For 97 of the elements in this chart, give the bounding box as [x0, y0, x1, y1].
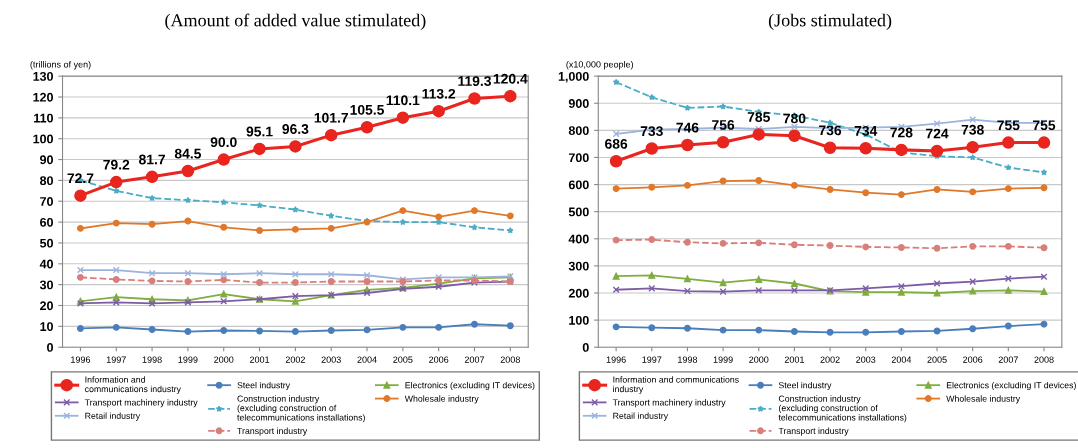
y-tick-label: 100	[33, 134, 53, 144]
data-label: 755	[997, 120, 1020, 131]
y-tick-label: 900	[568, 99, 589, 108]
legend-label: Construction industry (excluding construction of telecommunications installations)	[778, 395, 907, 423]
y-tick-label: 400	[568, 234, 589, 244]
data-label: 785	[747, 112, 770, 122]
x-tick-label: 2002	[820, 356, 840, 363]
data-label: 733	[640, 126, 663, 137]
x-tick-label: 1997	[642, 356, 662, 363]
y-tick-label: 700	[568, 153, 589, 163]
x-tick-label: 2005	[393, 356, 413, 363]
data-label: 756	[712, 119, 735, 130]
y-tick-label: 1,000	[558, 71, 589, 83]
y-tick-label: 300	[568, 261, 589, 271]
x-tick-label: 2005	[927, 356, 947, 363]
data-label: 90.0	[210, 137, 237, 148]
x-tick-label: 2006	[963, 356, 983, 363]
data-label: 755	[1033, 120, 1056, 131]
data-label: 81.7	[139, 154, 165, 165]
data-label: 738	[961, 124, 984, 135]
legend-label: Electronics (excluding IT devices)	[946, 381, 1076, 391]
y-tick-label: 100	[569, 315, 589, 325]
y-tick-label: 50	[39, 238, 53, 248]
data-label: 728	[890, 127, 913, 138]
data-label: 119.3	[458, 76, 491, 87]
data-label: 724	[926, 128, 949, 139]
y-tick-label: 20	[40, 301, 53, 311]
legend-label: Information and communications industry	[85, 376, 181, 394]
data-label: 72.7	[67, 173, 94, 184]
x-tick-label: 2000	[749, 356, 769, 363]
x-tick-label: 2001	[784, 356, 805, 363]
legend-label: Wholesale industry	[946, 395, 1021, 404]
legend-label: Transport industry	[237, 427, 308, 436]
data-label: 79.2	[103, 159, 130, 170]
x-tick-label: 2002	[285, 356, 305, 363]
y-tick-label: 200	[568, 288, 589, 298]
data-label: 734	[854, 125, 878, 136]
chart-title: (Jobs stimulated)	[768, 13, 892, 31]
y-tick-label: 40	[39, 259, 53, 269]
y-tick-label: 800	[568, 126, 589, 136]
x-tick-label: 2001	[249, 356, 270, 363]
legend-label: Transport machinery industry	[612, 399, 726, 408]
data-label: 120.4	[493, 73, 528, 84]
x-tick-label: 1996	[606, 356, 626, 363]
legend-label: Electronics (excluding IT devices)	[405, 381, 535, 391]
legend-label: Construction industry (excluding construction of telecommunications installations)	[237, 395, 365, 423]
x-tick-label: 2000	[214, 356, 234, 363]
x-tick-label: 1998	[142, 356, 162, 363]
x-tick-label: 2004	[891, 356, 912, 363]
x-tick-label: 2003	[321, 356, 341, 363]
y-tick-label: 60	[40, 217, 53, 227]
x-tick-label: 2007	[998, 356, 1018, 363]
x-tick-label: 2006	[429, 356, 449, 363]
y-tick-label: 600	[568, 180, 589, 190]
y-tick-label: 120	[33, 92, 53, 102]
legend-label: Retail industry	[85, 412, 141, 421]
y-tick-label: 110	[34, 113, 53, 123]
data-label: 84.5	[174, 148, 202, 159]
legend-label: Steel industry	[237, 381, 291, 391]
y-tick-label: 0	[582, 343, 589, 352]
data-label: 96.3	[282, 124, 309, 134]
legend-label: Retail industry	[613, 412, 669, 421]
data-label: 105.5	[350, 104, 385, 115]
x-tick-label: 1996	[71, 356, 91, 363]
y-tick-label: 130	[33, 71, 53, 81]
data-label: 746	[676, 122, 699, 133]
y-axis-title: (x10,000 people)	[566, 60, 634, 70]
data-label: 95.1	[246, 126, 273, 137]
x-tick-label: 2008	[500, 356, 520, 363]
y-tick-label: 10	[40, 322, 53, 331]
y-axis-title: (trillions of yen)	[30, 60, 91, 70]
chart-title: (Amount of added value stimulated)	[165, 13, 426, 31]
y-tick-label: 80	[39, 176, 53, 186]
x-tick-label: 1999	[713, 356, 733, 363]
y-tick-label: 70	[40, 197, 53, 206]
data-label: 736	[819, 125, 842, 136]
data-label: 686	[605, 138, 628, 149]
legend-label: Information and communications industry	[613, 376, 739, 394]
data-label: 110.1	[386, 95, 420, 106]
data-label: 113.2	[422, 88, 456, 99]
legend-label: Transport machinery industry	[84, 399, 198, 408]
x-tick-label: 1999	[178, 356, 198, 363]
x-tick-label: 1998	[678, 356, 698, 363]
legend-label: Steel industry	[778, 381, 832, 391]
legend-label: Wholesale industry	[404, 395, 479, 404]
x-tick-label: 2003	[856, 356, 876, 363]
x-tick-label: 2007	[464, 356, 485, 363]
y-tick-label: 90	[40, 155, 53, 165]
legend-label: Transport industry	[778, 427, 849, 436]
data-label: 101.7	[314, 112, 348, 123]
x-tick-label: 2004	[357, 356, 377, 363]
data-label: 780	[783, 113, 806, 124]
y-tick-label: 30	[39, 280, 53, 290]
x-tick-label: 2008	[1034, 356, 1054, 363]
y-tick-label: 0	[47, 343, 53, 352]
y-tick-label: 500	[568, 207, 589, 217]
x-tick-label: 1997	[106, 356, 126, 363]
